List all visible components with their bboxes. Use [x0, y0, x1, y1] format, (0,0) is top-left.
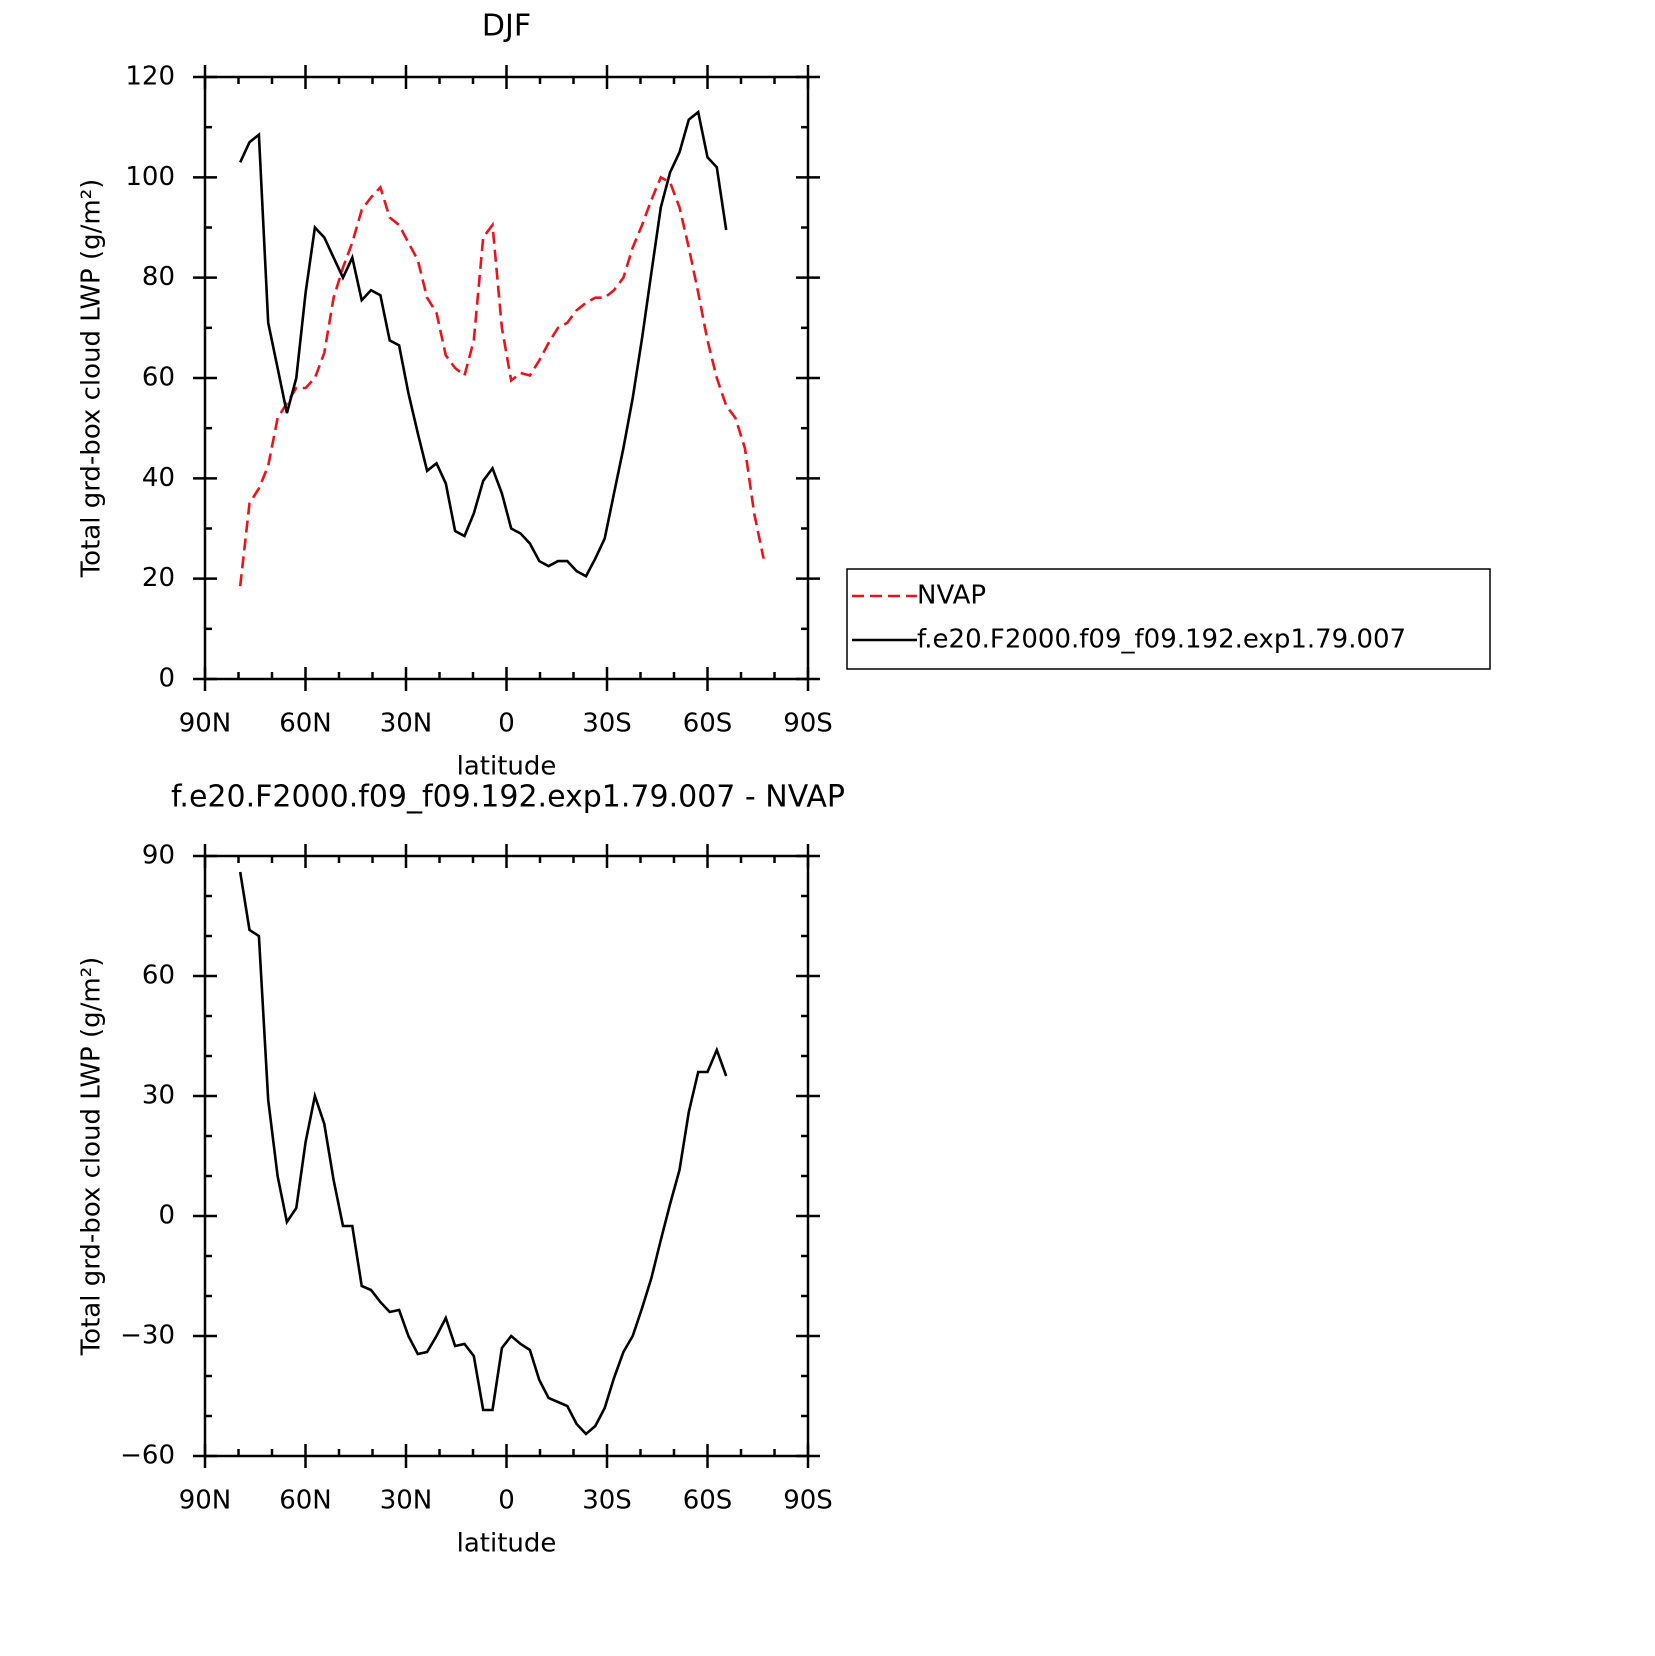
- data-line: [239, 109, 728, 578]
- plot-frame: [203, 75, 810, 681]
- y-tick-label: 60: [142, 363, 175, 393]
- x-axis-label: latitude: [457, 752, 557, 782]
- y-tick-label: 80: [142, 262, 175, 292]
- x-tick-label: 30N: [380, 709, 433, 739]
- y-tick-label: 100: [125, 162, 175, 192]
- data-line: [238, 175, 765, 587]
- x-tick-label: 0: [498, 709, 515, 739]
- x-tick-label: 30S: [582, 709, 632, 739]
- y-tick-label: −30: [120, 1321, 175, 1351]
- data-line: [238, 871, 728, 1436]
- x-tick-label: 60N: [279, 709, 332, 739]
- y-axis-label: Total grd-box cloud LWP (g/m²): [77, 179, 107, 579]
- x-tick-label: 60S: [683, 709, 733, 739]
- chart-title: DJF: [482, 9, 531, 44]
- y-tick-label: 60: [142, 961, 175, 991]
- y-tick-label: 120: [125, 62, 175, 92]
- x-axis-label: latitude: [457, 1529, 557, 1559]
- plot-frame: [203, 854, 810, 1458]
- legend-label: f.e20.F2000.f09_f09.192.exp1.79.007: [917, 625, 1406, 655]
- y-tick-label: 30: [142, 1081, 175, 1111]
- x-tick-label: 30S: [582, 1486, 632, 1516]
- x-tick-label: 90S: [783, 709, 833, 739]
- x-tick-label: 90N: [179, 1486, 232, 1516]
- y-axis-label: Total grd-box cloud LWP (g/m²): [77, 957, 107, 1357]
- legend-box: [846, 568, 1491, 670]
- x-tick-label: 30N: [380, 1486, 433, 1516]
- y-tick-label: 20: [142, 563, 175, 593]
- chart-title: f.e20.F2000.f09_f09.192.exp1.79.007 - NV…: [171, 780, 845, 815]
- y-tick-label: −60: [120, 1441, 175, 1471]
- x-tick-label: 0: [498, 1486, 515, 1516]
- legend-label: NVAP: [917, 581, 986, 611]
- x-tick-label: 90S: [783, 1486, 833, 1516]
- y-tick-label: 0: [158, 664, 175, 694]
- y-tick-label: 90: [142, 841, 175, 871]
- x-tick-label: 60S: [683, 1486, 733, 1516]
- y-tick-label: 40: [142, 463, 175, 493]
- x-tick-label: 90N: [179, 709, 232, 739]
- y-tick-label: 0: [158, 1201, 175, 1231]
- x-tick-label: 60N: [279, 1486, 332, 1516]
